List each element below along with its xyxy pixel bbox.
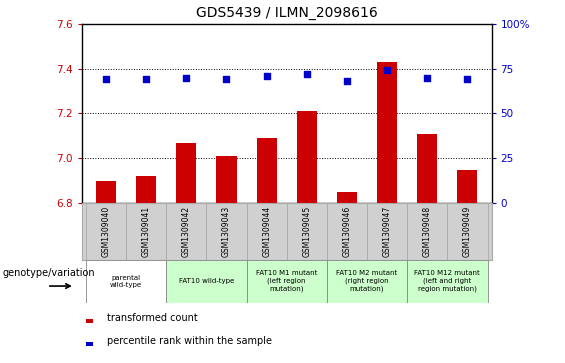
- Text: genotype/variation: genotype/variation: [3, 268, 95, 278]
- Point: [463, 76, 472, 82]
- Bar: [327, 260, 407, 303]
- Bar: [166, 203, 206, 260]
- Bar: [206, 203, 246, 260]
- Text: GSM1309049: GSM1309049: [463, 206, 472, 257]
- Text: parental
wild-type: parental wild-type: [110, 274, 142, 288]
- Text: GSM1309040: GSM1309040: [102, 206, 111, 257]
- Bar: [367, 203, 407, 260]
- Bar: [246, 203, 287, 260]
- Bar: [126, 203, 166, 260]
- Text: GSM1309048: GSM1309048: [423, 206, 432, 257]
- Text: FAT10 M1 mutant
(left region
mutation): FAT10 M1 mutant (left region mutation): [256, 270, 318, 292]
- Bar: [327, 203, 367, 260]
- Bar: [447, 203, 488, 260]
- Title: GDS5439 / ILMN_2098616: GDS5439 / ILMN_2098616: [196, 6, 377, 20]
- Text: FAT10 M12 mutant
(left and right
region mutation): FAT10 M12 mutant (left and right region …: [415, 270, 480, 292]
- Text: FAT10 wild-type: FAT10 wild-type: [179, 278, 234, 284]
- Bar: [86, 260, 166, 303]
- Bar: [287, 203, 327, 260]
- Text: GSM1309045: GSM1309045: [302, 206, 311, 257]
- Bar: [377, 62, 397, 203]
- Bar: [297, 111, 317, 203]
- Text: GSM1309046: GSM1309046: [342, 206, 351, 257]
- Bar: [246, 260, 327, 303]
- Point: [383, 68, 392, 73]
- Text: GSM1309044: GSM1309044: [262, 206, 271, 257]
- Text: GSM1309043: GSM1309043: [222, 206, 231, 257]
- Text: transformed count: transformed count: [106, 313, 197, 323]
- Bar: [407, 203, 447, 260]
- Bar: [136, 176, 156, 203]
- Point: [142, 76, 151, 82]
- Point: [222, 76, 231, 82]
- Point: [342, 78, 351, 84]
- Bar: [96, 181, 116, 203]
- Point: [182, 74, 191, 80]
- Text: GSM1309047: GSM1309047: [383, 206, 392, 257]
- Bar: [418, 134, 437, 203]
- Text: percentile rank within the sample: percentile rank within the sample: [106, 336, 272, 346]
- Point: [302, 71, 311, 77]
- Bar: [458, 170, 477, 203]
- Text: GSM1309041: GSM1309041: [142, 206, 151, 257]
- Bar: [337, 192, 357, 203]
- Text: FAT10 M2 mutant
(right region
mutation): FAT10 M2 mutant (right region mutation): [336, 270, 398, 292]
- Point: [102, 76, 111, 82]
- Bar: [216, 156, 237, 203]
- Text: GSM1309042: GSM1309042: [182, 206, 191, 257]
- Bar: [407, 260, 488, 303]
- Bar: [257, 138, 277, 203]
- Point: [423, 74, 432, 80]
- Bar: [166, 260, 246, 303]
- Bar: [86, 203, 126, 260]
- Bar: [86, 342, 93, 346]
- Bar: [86, 319, 93, 323]
- Point: [262, 73, 271, 79]
- Bar: [176, 143, 197, 203]
